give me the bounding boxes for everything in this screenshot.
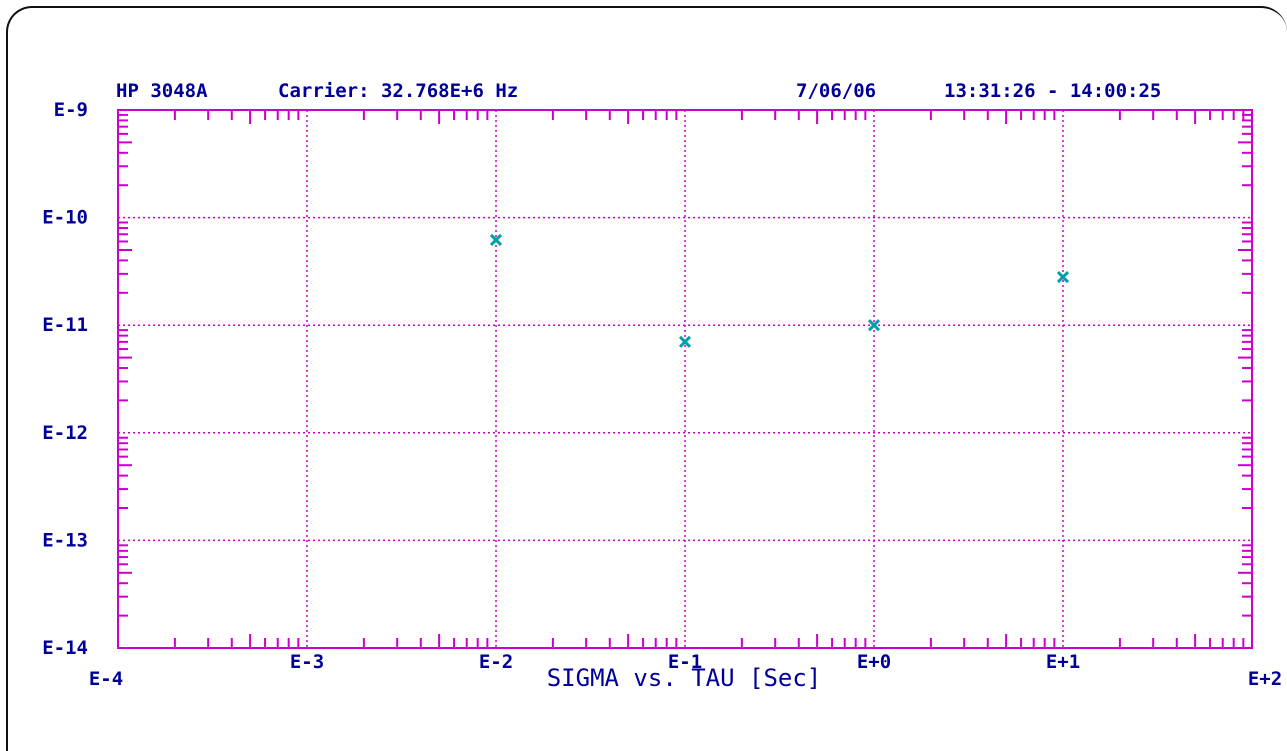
header-carrier: Carrier: 32.768E+6 Hz <box>278 80 518 102</box>
x-tick-label: E+2 <box>1248 668 1282 690</box>
x-tick-label: E+1 <box>1046 651 1080 673</box>
y-tick-label: E-14 <box>42 637 88 659</box>
x-tick-labels: E-4 E-3 E-2 E-1 E+0 E+1 E+2 <box>89 651 1282 690</box>
y-tick-label: E-12 <box>42 422 88 444</box>
data-point-stroke <box>867 319 881 332</box>
grid-lines <box>118 110 1252 648</box>
y-tick-labels: E-9 E-10 E-11 E-12 E-13 E-14 <box>42 99 88 659</box>
header-instrument: HP 3048A <box>116 80 208 102</box>
data-point-stroke <box>1056 271 1070 284</box>
data-point <box>1056 271 1070 284</box>
x-tick-label: E-1 <box>668 651 702 673</box>
data-point <box>867 319 881 332</box>
data-point-stroke <box>489 233 503 246</box>
header-time-range: 13:31:26 - 14:00:25 <box>944 80 1161 102</box>
x-tick-label: E-2 <box>479 651 513 673</box>
data-point <box>678 335 692 348</box>
y-tick-label: E-11 <box>42 314 88 336</box>
header-date: 7/06/06 <box>796 80 876 102</box>
y-tick-label: E-13 <box>42 529 88 551</box>
y-tick-label: E-9 <box>54 99 88 121</box>
data-points <box>489 233 1070 348</box>
y-tick-label: E-10 <box>42 207 88 229</box>
data-point-stroke <box>678 335 692 348</box>
x-axis-label: SIGMA vs. TAU [Sec] <box>547 664 822 692</box>
x-tick-label: E+0 <box>857 651 891 673</box>
x-tick-label: E-3 <box>290 651 324 673</box>
minor-ticks <box>118 110 1252 648</box>
data-point <box>489 233 503 246</box>
x-tick-label: E-4 <box>89 668 123 690</box>
plot-area <box>117 109 1253 649</box>
window-frame <box>6 6 1287 751</box>
